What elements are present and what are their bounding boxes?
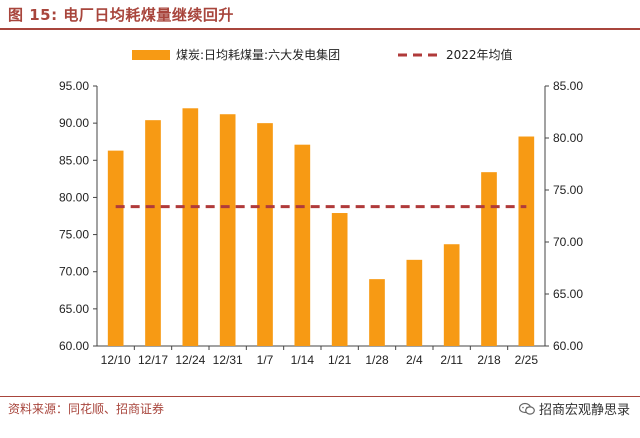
bar [107,150,124,346]
bar [219,114,236,346]
x-tick-label: 12/24 [175,353,205,367]
legend-label-line: 2022年均值 [446,47,513,62]
bar [443,244,460,346]
legend-swatch-bar [132,50,170,60]
axes [93,85,549,350]
y-right-tick-label: 65.00 [553,287,583,301]
y-left-tick-label: 85.00 [59,153,89,167]
y-left-tick-label: 60.00 [59,339,89,353]
y-right-tick-label: 85.00 [553,79,583,93]
wechat-icon [518,402,535,415]
brand-name: 招商宏观静思录 [538,403,630,418]
x-tick-label: 1/14 [291,353,315,367]
footer-rule [0,396,640,397]
legend: 煤炭:日均耗煤量:六大发电集团 2022年均值 [132,47,513,62]
bar [518,136,535,346]
y-right-tick-label: 75.00 [553,183,583,197]
y-left-tick-label: 95.00 [59,79,89,93]
bar [331,213,348,346]
bar [294,144,311,346]
x-tick-label: 12/10 [101,353,131,367]
y-right-tick-label: 70.00 [553,235,583,249]
x-tick-label: 12/17 [138,353,168,367]
x-tick-label: 2/11 [440,353,463,367]
x-tick-label: 2/25 [515,353,539,367]
bar [257,123,273,347]
x-tick-label: 2/18 [477,353,501,367]
x-tick-label: 1/28 [365,353,389,367]
y-left-tick-label: 80.00 [59,190,89,204]
legend-label-bar: 煤炭:日均耗煤量:六大发电集团 [176,47,340,62]
x-tick-label: 1/7 [257,353,274,367]
bar [406,259,423,346]
source-note: 资料来源：同花顺、招商证券 [8,402,165,416]
y-right-tick-label: 60.00 [553,339,583,353]
y-right-tick-label: 80.00 [553,131,583,145]
brand: 招商宏观静思录 [518,399,630,418]
x-tick-label: 2/4 [406,353,423,367]
y-left-tick-label: 65.00 [59,302,89,316]
bar [182,108,199,347]
bars [107,108,535,347]
bar [369,279,385,346]
bar [481,172,497,346]
bar [145,120,161,347]
title-rule [0,28,640,30]
figure-title: 图 15: 电厂日均耗煤量继续回升 [8,6,234,24]
y-left-tick-label: 90.00 [59,116,89,130]
x-tick-label: 1/21 [328,353,352,367]
y-left-tick-label: 70.00 [59,265,89,279]
y-left-tick-label: 75.00 [59,228,89,242]
x-tick-label: 12/31 [213,353,243,367]
bar-chart: 煤炭:日均耗煤量:六大发电集团 2022年均值 60.00 65.00 70.00 7… [59,47,583,367]
tick-labels: 60.00 65.00 70.00 75.00 80.00 85.00 90.00 95.00… [59,79,583,367]
